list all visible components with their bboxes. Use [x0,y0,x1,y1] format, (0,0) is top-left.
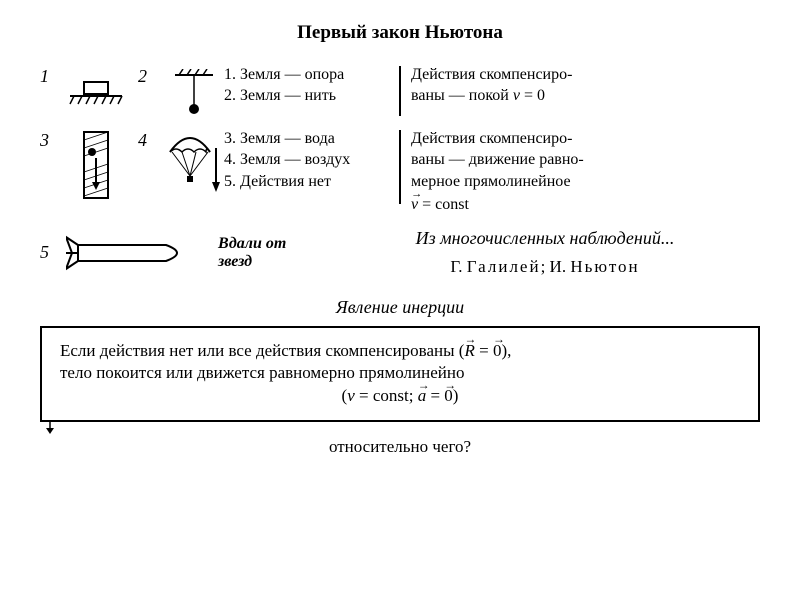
list-item: 1. Земля — опора [224,64,399,86]
num-4: 4 [138,128,152,152]
tube-water-icon [66,128,126,204]
page-title: Первый закон Ньютона [40,20,760,46]
rocket-caption: Вдали отзвезд [218,235,318,270]
section-5: 5 Вдали отзвезд Из многочисленных наблюд… [40,226,760,279]
inertia-title: Явление инерции [40,295,760,319]
right-text-2: Действия скомпенсиро-ваны — движение рав… [401,128,760,216]
footer-question: относительно чего? [40,436,760,459]
num-5: 5 [40,240,54,264]
num-1: 1 [40,64,54,88]
list-1-2: 1. Земля — опора 2. Земля — нить [224,64,399,124]
box-line-2: тело покоится или движется равномерно пр… [60,362,740,385]
pendulum-icon [164,64,224,124]
list-item: 5. Действия нет [224,171,399,193]
authors: Г. Галилей; И. Ньютон [330,256,760,279]
block-on-surface-icon [66,64,126,124]
box-line-1: Если действия нет или все действия скомп… [60,340,740,363]
law-box: Если действия нет или все действия скомп… [40,326,760,423]
section-3-4: 3 4 [40,128,760,216]
rocket-icon [66,231,206,275]
num-3: 3 [40,128,54,152]
section-1-2: 1 2 [40,64,760,124]
parachute-icon [164,128,224,204]
num-2: 2 [138,64,152,88]
box-line-3: (v = const; a = 0) [60,385,740,408]
list-item: 4. Земля — воздух [224,149,399,171]
observations: Из многочисленных наблюдений... [330,226,760,250]
list-item: 2. Земля — нить [224,85,399,107]
footer-arrow [40,420,760,436]
list-item: 3. Земля — вода [224,128,399,150]
right-text-1: Действия скомпенсиро-ваны — покой v = 0 [401,64,760,124]
list-3-5: 3. Земля — вода 4. Земля — воздух 5. Дей… [224,128,399,216]
